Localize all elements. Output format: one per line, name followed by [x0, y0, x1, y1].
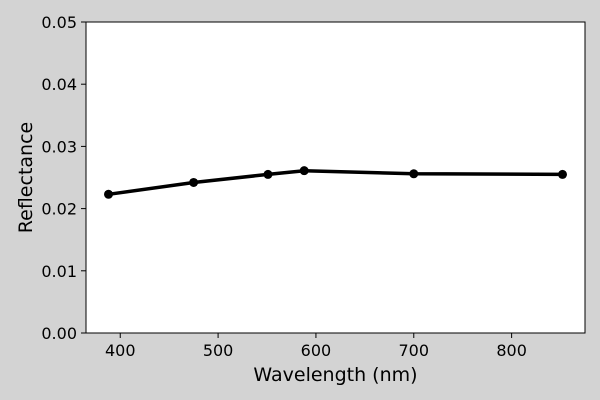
y-axis-title: Reflectance [15, 122, 37, 233]
y-tick-label: 0.01 [41, 262, 77, 281]
series-line [106, 168, 565, 197]
y-tick-label: 0.02 [41, 200, 77, 219]
x-tick-label: 600 [301, 341, 332, 360]
data-point [263, 169, 273, 179]
y-tick-label: 0.05 [41, 13, 77, 32]
data-point [189, 177, 199, 187]
y-tick-label: 0.00 [41, 324, 77, 343]
y-tick-label: 0.03 [41, 137, 77, 156]
x-tick-label: 700 [399, 341, 430, 360]
x-tick-label: 400 [105, 341, 136, 360]
x-tick-label: 500 [203, 341, 234, 360]
data-point [299, 166, 309, 176]
data-point [104, 189, 114, 199]
data-point [409, 169, 419, 179]
x-axis-title: Wavelength (nm) [253, 364, 417, 386]
series-layer [104, 166, 567, 199]
data-point [557, 169, 567, 179]
y-axis-ticks: 0.00 0.01 0.02 0.03 0.04 0.05 [41, 13, 86, 343]
y-tick-label: 0.04 [41, 75, 77, 94]
x-axis-ticks: 400 500 600 700 800 [105, 333, 527, 360]
plot-area [85, 21, 586, 334]
x-tick-label: 800 [496, 341, 527, 360]
